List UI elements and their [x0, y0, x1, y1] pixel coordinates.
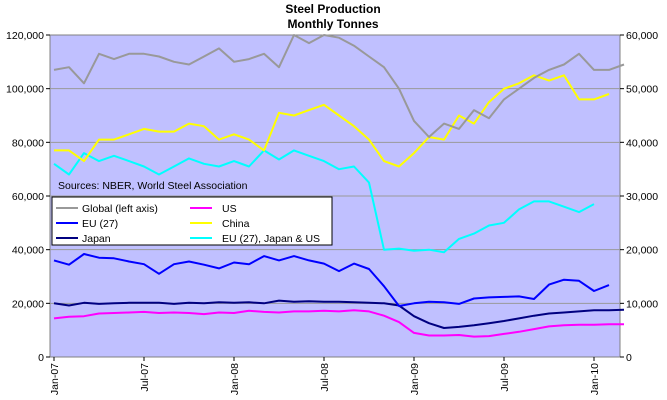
- series-line-us: [53, 309, 624, 338]
- source-annotation: Sources: NBER, World Steel Association: [58, 180, 248, 192]
- legend-entry-us: US: [190, 203, 237, 215]
- right-tick-label: 60,000: [626, 30, 658, 42]
- chart-subtitle: Monthly Tonnes: [287, 17, 378, 31]
- legend-label-us: US: [222, 203, 237, 215]
- x-tick-label: Jul-08: [319, 363, 331, 392]
- right-tick-label: 0: [626, 352, 632, 364]
- legend-entry-eu-japan-us: EU (27), Japan & US: [190, 233, 320, 245]
- series-line-global-left-axis: [53, 34, 625, 138]
- legend-label-japan: Japan: [82, 233, 111, 245]
- left-tick-label: 80,000: [12, 137, 44, 149]
- legend-label-global: Global (left axis): [82, 203, 158, 215]
- left-tick-label: 20,000: [12, 298, 44, 310]
- legend-entry-japan: Japan: [56, 233, 111, 245]
- series-line-eu-27-japan-us: [53, 149, 595, 254]
- x-tick-label: Jan-09: [409, 363, 421, 395]
- series-line-eu-27: [53, 253, 610, 307]
- legend-entry-eu27: EU (27): [56, 218, 118, 230]
- legend-label-china: China: [222, 218, 250, 230]
- left-tick-label: 120,000: [6, 30, 44, 42]
- left-axis-ticks: 0 20,000 40,000 60,000 80,000 100,000 120,000: [6, 30, 50, 364]
- legend-entry-global: Global (left axis): [56, 203, 158, 215]
- x-axis-ticks: Jan-07 Jul-07 Jan-08 Jul-08 Jan-09 Jul-09 Jan-…: [49, 357, 601, 395]
- legend-label-eu27: EU (27): [82, 218, 118, 230]
- legend-entry-china: China: [190, 218, 250, 230]
- chart-title: Steel Production: [285, 2, 380, 16]
- left-tick-label: 40,000: [12, 245, 44, 257]
- left-tick-label: 0: [38, 352, 44, 364]
- right-tick-label: 10,000: [626, 298, 658, 310]
- x-tick-label: Jan-07: [49, 363, 61, 395]
- right-tick-label: 40,000: [626, 137, 658, 149]
- x-tick-label: Jan-10: [589, 363, 601, 395]
- left-tick-label: 100,000: [6, 84, 44, 96]
- right-axis-ticks: 0 10,000 20,000 30,000 40,000 50,000 60,000: [620, 30, 658, 364]
- series-line-japan: [53, 299, 625, 329]
- right-tick-label: 20,000: [626, 245, 658, 257]
- x-tick-label: Jan-08: [229, 363, 241, 395]
- series-lines: [53, 34, 625, 338]
- left-tick-label: 60,000: [12, 191, 44, 203]
- right-tick-label: 50,000: [626, 84, 658, 96]
- legend: Global (left axis) US EU (27) China Japa…: [51, 196, 333, 246]
- x-tick-label: Jul-07: [139, 363, 151, 392]
- legend-label-eu-japan-us: EU (27), Japan & US: [222, 233, 320, 245]
- x-tick-label: Jul-09: [499, 363, 511, 392]
- series-line-china: [54, 74, 610, 168]
- right-tick-label: 30,000: [626, 191, 658, 203]
